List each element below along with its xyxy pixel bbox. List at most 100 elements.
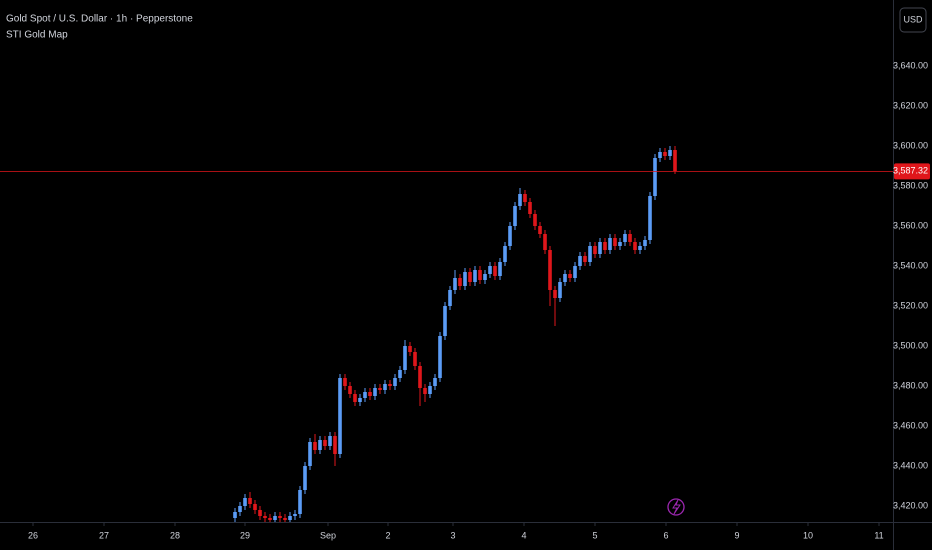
currency-button[interactable] <box>899 7 927 33</box>
candle-body <box>238 506 242 512</box>
candle-body <box>278 516 282 518</box>
x-tick-label: 4 <box>521 530 526 540</box>
candle-body <box>363 392 367 398</box>
y-tick-label: 3,480.00 <box>893 380 928 390</box>
candle-body <box>578 256 582 266</box>
candle-body <box>438 336 442 378</box>
candle-body <box>628 234 632 242</box>
candle-body <box>453 278 457 290</box>
x-tick-label: 3 <box>450 530 455 540</box>
candle-body <box>293 514 297 516</box>
candle-body <box>393 378 397 386</box>
candle-body <box>573 266 577 278</box>
y-tick-label: 3,500.00 <box>893 340 928 350</box>
y-tick-label: 3,420.00 <box>893 500 928 510</box>
candle-body <box>503 246 507 262</box>
candle-body <box>613 238 617 246</box>
candle-body <box>433 378 437 386</box>
candle-body <box>273 516 277 520</box>
candle-body <box>368 392 372 396</box>
candle-body <box>518 194 522 206</box>
x-tick-label: 11 <box>874 530 883 540</box>
candle-body <box>668 150 672 156</box>
candle-body <box>523 194 527 202</box>
candle-body <box>268 518 272 520</box>
candle-body <box>383 384 387 390</box>
candle-body <box>348 386 352 394</box>
candle-body <box>558 282 562 298</box>
candle-body <box>603 242 607 250</box>
candle-body <box>528 202 532 214</box>
candle-body <box>643 240 647 246</box>
candle-body <box>488 266 492 274</box>
y-tick-label: 3,580.00 <box>893 180 928 190</box>
candle-body <box>443 306 447 336</box>
candle-body <box>333 436 337 454</box>
candle-body <box>598 242 602 254</box>
candle-body <box>583 256 587 262</box>
candle-body <box>663 152 667 156</box>
symbol-title: Gold Spot / U.S. Dollar · 1h · Peppersto… <box>6 14 193 25</box>
candle-body <box>568 274 572 278</box>
candle-body <box>318 440 322 450</box>
candle-body <box>588 246 592 262</box>
y-tick-label: 3,620.00 <box>893 100 928 110</box>
last-price-label: 3,587.32 <box>893 166 928 176</box>
candle-body <box>323 440 327 446</box>
candle-body <box>538 226 542 234</box>
candle-body <box>448 290 452 306</box>
candle-body <box>498 262 502 276</box>
candle-body <box>373 388 377 396</box>
y-tick-label: 3,600.00 <box>893 140 928 150</box>
last-price-tag <box>894 163 930 180</box>
candle-body <box>358 398 362 402</box>
candle-body <box>303 466 307 490</box>
candle-body <box>458 278 462 286</box>
candle-body <box>288 516 292 520</box>
candle-body <box>388 384 392 386</box>
candle-body <box>343 378 347 386</box>
candle-body <box>473 270 477 282</box>
candle-body <box>493 266 497 276</box>
candle-body <box>398 370 402 378</box>
indicator-name: STI Gold Map <box>6 30 68 41</box>
plot-area <box>233 146 677 522</box>
candle-body <box>533 214 537 226</box>
candle-body <box>308 442 312 466</box>
x-tick-label: 5 <box>592 530 597 540</box>
candle-body <box>543 234 547 250</box>
y-tick-label: 3,520.00 <box>893 300 928 310</box>
x-tick-label: 27 <box>99 530 109 540</box>
candle-body <box>483 274 487 280</box>
candle-body <box>463 272 467 286</box>
candle-body <box>623 234 627 242</box>
candle-body <box>258 510 262 516</box>
candle-body <box>233 512 237 518</box>
candle-body <box>633 242 637 250</box>
candle-body <box>378 388 382 390</box>
x-tick-label: 29 <box>240 530 250 540</box>
candle-body <box>248 498 252 504</box>
candle-body <box>548 250 552 290</box>
x-tick-label: 6 <box>663 530 668 540</box>
candle-body <box>673 150 677 172</box>
candle-body <box>553 290 557 298</box>
candle-body <box>653 158 657 196</box>
events-icon[interactable] <box>667 498 685 516</box>
candle-body <box>418 366 422 388</box>
candle-body <box>243 498 247 506</box>
candle-body <box>403 346 407 370</box>
candle-body <box>298 490 302 514</box>
candle-body <box>648 196 652 240</box>
currency-label: USD <box>903 14 923 24</box>
y-tick-label: 3,640.00 <box>893 60 928 70</box>
candle-body <box>468 272 472 282</box>
y-tick-label: 3,540.00 <box>893 260 928 270</box>
x-tick-label: 2 <box>385 530 390 540</box>
x-tick-label: 10 <box>803 530 813 540</box>
candle-body <box>353 394 357 402</box>
candle-body <box>408 346 412 352</box>
candle-body <box>423 388 427 394</box>
